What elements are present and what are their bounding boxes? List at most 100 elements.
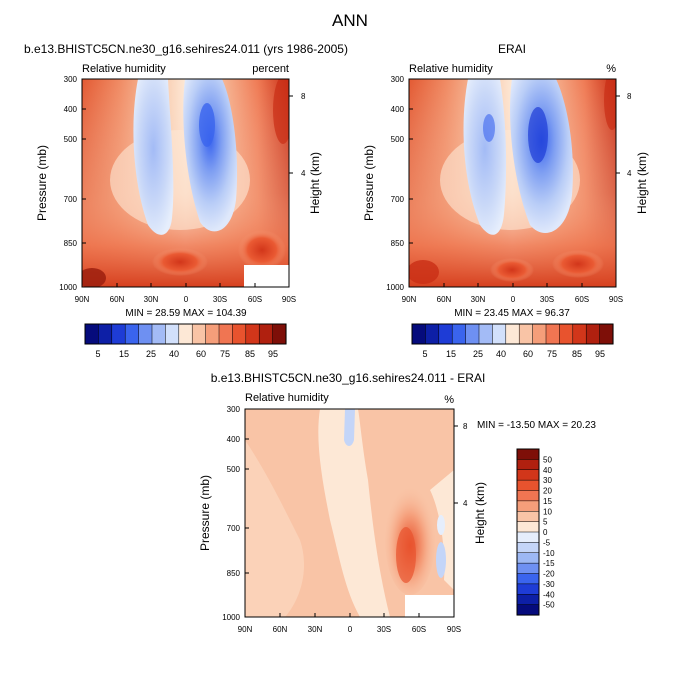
panel-diff-x-ticks: 90N 60N 30N 0 30S 60S 90S (238, 613, 461, 634)
x-tick-label: 90N (402, 295, 417, 304)
panel-diff: b.e13.BHISTC5CN.ne30_g16.sehires24.011 -… (198, 371, 596, 634)
height-tick-label: 4 (463, 499, 468, 508)
panel-obs-field (409, 79, 616, 287)
panel-obs-stats: MIN = 23.45 MAX = 96.37 (454, 308, 570, 319)
y-tick-label: 850 (64, 239, 78, 248)
colorbar-swatch (516, 479, 540, 492)
colorbar-swatch (411, 323, 426, 345)
colorbar-label: 5 (543, 518, 548, 527)
colorbar-swatch (516, 542, 540, 554)
panel-diff-y-axis-label: Pressure (mb) (198, 475, 212, 551)
x-tick-label: 0 (511, 295, 516, 304)
colorbar-swatch (151, 323, 166, 345)
colorbar-swatch (111, 323, 126, 345)
colorbar-swatch (232, 323, 247, 345)
x-tick-label: 60N (273, 625, 288, 634)
colorbar-swatch (451, 323, 467, 345)
colorbar-swatch (245, 323, 260, 345)
colorbar-swatch (218, 323, 233, 345)
colorbar-label: -50 (543, 601, 555, 610)
colorbar-label: 5 (95, 349, 100, 359)
panel-model-units: percent (252, 63, 289, 75)
x-tick-label: 60S (248, 295, 262, 304)
y-tick-label: 300 (391, 75, 405, 84)
colorbar-swatch (438, 323, 453, 345)
y-tick-label: 400 (391, 105, 405, 114)
x-tick-label: 0 (348, 625, 353, 634)
x-tick-label: 30S (540, 295, 554, 304)
y-tick-label: 400 (227, 435, 241, 444)
y-tick-label: 850 (227, 569, 241, 578)
colorbar-label: -20 (543, 570, 555, 579)
colorbar-label: 10 (543, 507, 552, 516)
x-tick-label: 90S (447, 625, 461, 634)
colorbar-swatch (559, 323, 574, 345)
y-tick-label: 300 (64, 75, 78, 84)
panel-model-variable: Relative humidity (82, 63, 166, 75)
colorbar-obs: 5 15 25 40 60 75 85 95 (411, 323, 614, 359)
colorbar-label: 60 (523, 349, 533, 359)
colorbar-label: 40 (543, 466, 552, 475)
panel-model-field (82, 79, 289, 287)
colorbar-swatch (516, 583, 540, 595)
panel-model-stats: MIN = 28.59 MAX = 104.39 (125, 308, 247, 319)
colorbar-label: 95 (268, 349, 278, 359)
colorbar-swatch (516, 469, 540, 481)
y-tick-label: 850 (391, 239, 405, 248)
colorbar-label: 0 (543, 528, 548, 537)
colorbar-swatch (516, 562, 540, 575)
y-tick-label: 400 (64, 105, 78, 114)
colorbar-swatch (532, 323, 547, 345)
colorbar-label: -40 (543, 590, 555, 599)
colorbar-swatch (516, 511, 540, 523)
panel-obs-x-ticks: 90N 60N 30N 0 30S 60S 90S (402, 283, 623, 304)
panel-diff-right-axis-label: Height (km) (473, 482, 487, 544)
colorbar-swatch (516, 521, 540, 533)
y-tick-label: 1000 (222, 613, 240, 622)
colorbar-swatch (516, 459, 540, 471)
panel-model-right-axis-label: Height (km) (308, 152, 322, 214)
panel-obs-y-ticks: 300 400 500 700 850 1000 (386, 75, 413, 292)
colorbar-swatch (505, 323, 520, 345)
colorbar-label: 60 (196, 349, 206, 359)
colorbar-label: -30 (543, 580, 555, 589)
colorbar-swatch (516, 552, 540, 564)
x-tick-label: 90N (75, 295, 90, 304)
y-tick-label: 1000 (386, 283, 404, 292)
colorbar-swatch (138, 323, 153, 345)
colorbar-label: 75 (220, 349, 230, 359)
x-tick-label: 30S (213, 295, 227, 304)
colorbar-swatch (478, 323, 493, 345)
colorbar-swatch (516, 594, 540, 606)
panel-obs-variable: Relative humidity (409, 63, 493, 75)
panel-model-right-axis: 8 4 (289, 92, 306, 178)
colorbar-swatch (84, 323, 99, 345)
colorbar-label: 50 (543, 455, 552, 464)
colorbar-swatch (516, 604, 540, 616)
x-tick-label: 60N (437, 295, 452, 304)
colorbar-label: 15 (446, 349, 456, 359)
x-tick-label: 90S (282, 295, 296, 304)
y-tick-label: 700 (227, 524, 241, 533)
colorbar-label: -15 (543, 559, 555, 568)
colorbar-swatch (205, 323, 220, 345)
colorbar-label: 25 (473, 349, 483, 359)
x-tick-label: 90N (238, 625, 253, 634)
x-tick-label: 30N (471, 295, 486, 304)
x-tick-label: 90S (609, 295, 623, 304)
colorbar-label: 95 (595, 349, 605, 359)
x-tick-label: 30N (308, 625, 323, 634)
colorbar-swatch (545, 323, 560, 345)
colorbar-label: 15 (543, 497, 552, 506)
colorbar-swatch (425, 323, 440, 345)
height-tick-label: 8 (463, 422, 468, 431)
page-title: ANN (332, 11, 368, 30)
height-tick-label: 8 (627, 92, 632, 101)
y-tick-label: 500 (391, 135, 405, 144)
height-tick-label: 8 (301, 92, 306, 101)
colorbar-swatch (191, 323, 207, 345)
y-tick-label: 300 (227, 405, 241, 414)
colorbar-label: 85 (245, 349, 255, 359)
colorbar-swatch (165, 323, 180, 345)
